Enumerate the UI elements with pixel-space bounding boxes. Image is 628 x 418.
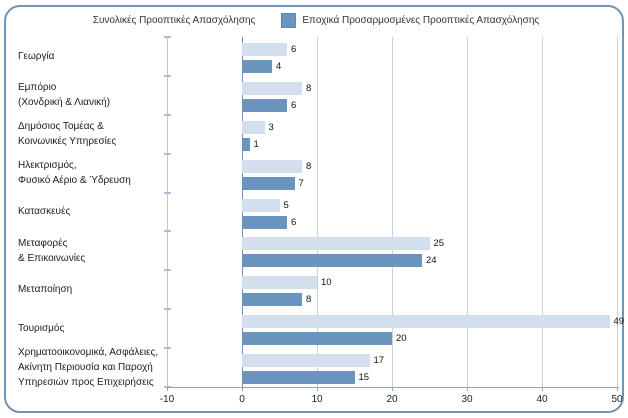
x-axis-tick-label-50: 50 xyxy=(611,394,623,405)
legend-item-adjusted: Εποχικά Προσαρμοσμένες Προοπτικές Απασχό… xyxy=(281,13,539,28)
bar-total-row4 xyxy=(242,160,302,173)
category-label-row3: Δημόσιος Τομέας & Κοινωνικές Υπηρεσίες xyxy=(18,121,117,148)
bar-value-label: 8 xyxy=(306,161,312,172)
category-tick xyxy=(164,269,171,271)
gridline-10 xyxy=(317,37,318,387)
bar-adjusted-row8 xyxy=(242,332,392,345)
legend-item-total: Συνολικές Προοπτικές Απασχόλησης xyxy=(93,15,256,26)
bar-value-label: 6 xyxy=(291,44,297,55)
gridline-0 xyxy=(242,37,243,387)
bar-adjusted-row6 xyxy=(242,254,422,267)
bar-value-label: 15 xyxy=(358,372,370,383)
gridline-30 xyxy=(467,37,468,387)
category-label-row4: Ηλεκτρισμός, Φυσικό Αέριο & Ύδρευση xyxy=(18,160,131,187)
bar-total-row1 xyxy=(242,43,287,56)
bar-value-label: 25 xyxy=(433,238,445,249)
bar-adjusted-row9 xyxy=(242,371,355,384)
bar-total-row2 xyxy=(242,82,302,95)
x-axis-tick-label-30: 30 xyxy=(461,394,473,405)
x-axis-tick-40 xyxy=(542,387,543,391)
bar-value-label: 5 xyxy=(283,200,289,211)
x-axis-tick--10 xyxy=(167,387,168,391)
bar-value-label: 49 xyxy=(613,316,625,327)
x-axis-tick-50 xyxy=(617,387,618,391)
bar-adjusted-row1 xyxy=(242,60,272,73)
category-label-row2: Εμπόριο (Χονδρική & Λιανική) xyxy=(18,82,111,109)
gridline-20 xyxy=(392,37,393,387)
bar-total-row8 xyxy=(242,315,610,328)
bar-adjusted-row3 xyxy=(242,138,250,151)
x-axis-tick-30 xyxy=(467,387,468,391)
bar-value-label: 6 xyxy=(291,100,297,111)
bar-adjusted-row5 xyxy=(242,216,287,229)
bar-value-label: 6 xyxy=(291,217,297,228)
category-tick xyxy=(164,308,171,310)
category-tick xyxy=(164,192,171,194)
gridline-40 xyxy=(542,37,543,387)
plot-area: 6 4 8 6 3 1 8 7 5 6 25 24 10 8 49 20 17 15 xyxy=(164,36,624,388)
bar-value-label: 4 xyxy=(276,61,282,72)
bar-value-label: 10 xyxy=(321,277,332,288)
category-label-row5: Κατασκευές xyxy=(18,206,71,218)
category-label-row8: Τουρισμός xyxy=(18,323,65,335)
bar-adjusted-row2 xyxy=(242,99,287,112)
category-axis-labels: Γεωργία Εμπόριο (Χονδρική & Λιανική) Δημόσι… xyxy=(18,37,166,389)
bar-value-label: 8 xyxy=(306,83,312,94)
bar-total-row6 xyxy=(242,237,430,250)
category-tick xyxy=(164,75,171,77)
bar-value-label: 8 xyxy=(306,294,312,305)
x-axis-tick-label-40: 40 xyxy=(536,394,548,405)
x-axis-tick-10 xyxy=(317,387,318,391)
category-tick xyxy=(164,153,171,155)
category-tick xyxy=(164,36,171,38)
x-axis-tick-label--10: -10 xyxy=(159,394,175,405)
category-tick xyxy=(164,230,171,232)
category-label-row1: Γεωργία xyxy=(18,50,55,62)
category-label-row9: Χρηματοοικονομικά, Ασφάλειες, Ακίνητη Περ… xyxy=(18,347,159,389)
legend-label-adjusted: Εποχικά Προσαρμοσμένες Προοπτικές Απασχό… xyxy=(302,15,540,26)
legend-swatch-adjusted xyxy=(281,13,297,28)
gridline--10 xyxy=(167,37,168,387)
category-label-row7: Μεταποίηση xyxy=(18,284,73,296)
x-axis-line xyxy=(167,387,619,388)
category-tick xyxy=(164,114,171,116)
x-axis-tick-20 xyxy=(392,387,393,391)
x-axis-tick-label-20: 20 xyxy=(386,394,398,405)
bar-total-row5 xyxy=(242,199,280,212)
bar-total-row9 xyxy=(242,354,370,367)
category-tick xyxy=(164,347,171,349)
x-axis-tick-label-0: 0 xyxy=(239,394,245,405)
bar-value-label: 20 xyxy=(396,333,407,344)
bar-value-label: 17 xyxy=(373,355,385,366)
bar-total-row7 xyxy=(242,276,317,289)
bar-adjusted-row7 xyxy=(242,293,302,306)
bar-value-label: 24 xyxy=(426,255,437,266)
x-axis-tick-0 xyxy=(242,387,243,391)
bar-value-label: 3 xyxy=(268,122,274,133)
bar-total-row3 xyxy=(242,121,265,134)
bar-adjusted-row4 xyxy=(242,177,295,190)
chart-panel: Συνολικές Προοπτικές Απασχόλησης Εποχικά… xyxy=(4,5,624,413)
gridline-50 xyxy=(617,37,618,387)
x-axis-tick-label-10: 10 xyxy=(311,394,323,405)
category-label-row6: Μεταφορές & Επικοινωνίες xyxy=(18,237,86,264)
bar-value-label: 1 xyxy=(253,139,259,150)
bar-value-label: 7 xyxy=(298,178,304,189)
legend: Συνολικές Προοπτικές Απασχόλησης Εποχικά… xyxy=(6,13,626,28)
legend-label-total: Συνολικές Προοπτικές Απασχόλησης xyxy=(92,15,256,26)
